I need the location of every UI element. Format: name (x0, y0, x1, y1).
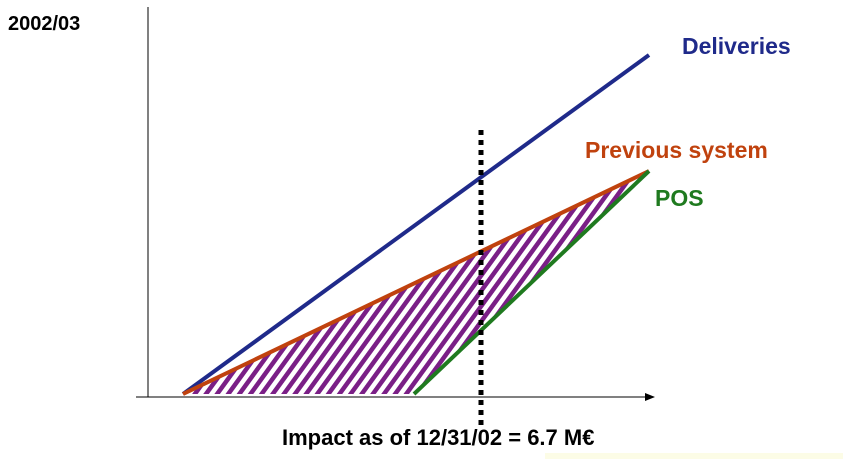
pos-line (412, 169, 651, 396)
deliveries-label: Deliveries (682, 33, 791, 59)
previous-system-label: Previous system (585, 137, 768, 163)
impact-label: Impact as of 12/31/02 = 6.7 M€ (282, 425, 595, 450)
deliveries-line (181, 53, 651, 396)
year-label: 2002/03 (8, 13, 81, 35)
pos-label: POS (655, 185, 704, 211)
impact-highlight-strip (545, 453, 843, 459)
previous-system-line (182, 169, 650, 396)
